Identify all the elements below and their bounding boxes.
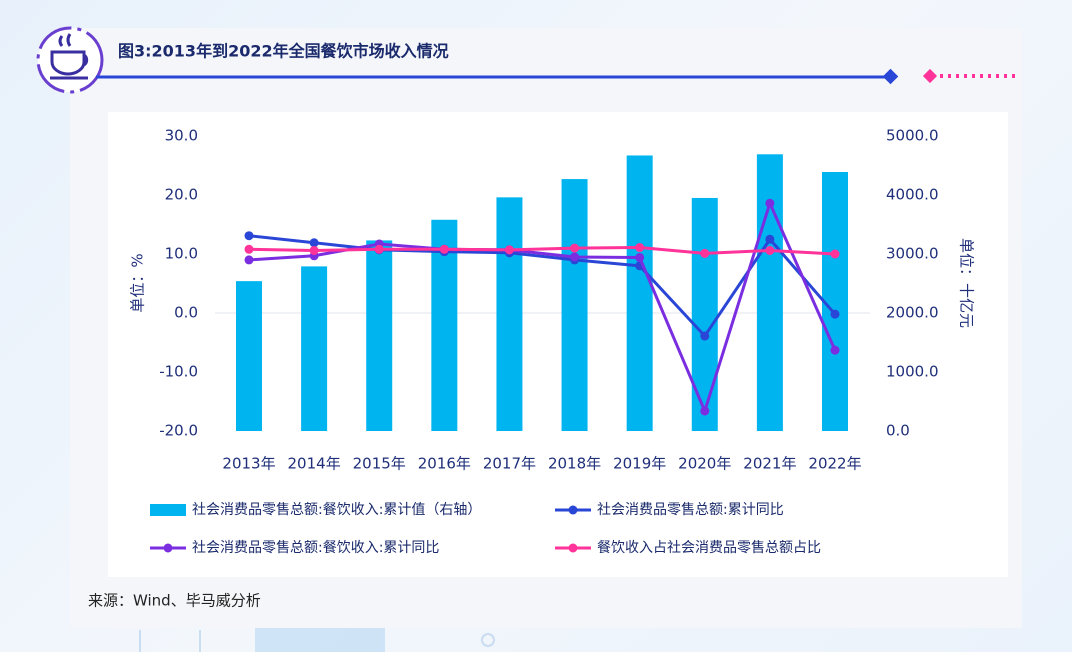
y2-tick-label: 1000.0 bbox=[886, 363, 939, 381]
y-tick-label: 0.0 bbox=[174, 304, 198, 322]
legend-swatch bbox=[150, 504, 186, 516]
bar bbox=[561, 179, 588, 431]
x-tick-label: 2017年 bbox=[483, 455, 536, 473]
point bbox=[700, 331, 710, 341]
footer-decor bbox=[139, 628, 495, 652]
y-tick-label: 10.0 bbox=[165, 245, 198, 263]
point bbox=[244, 244, 254, 254]
point bbox=[570, 252, 580, 262]
source-note: 来源：Wind、毕马威分析 bbox=[88, 592, 261, 610]
legend-label: 社会消费品零售总额:餐饮收入:累计值（右轴） bbox=[192, 502, 481, 518]
x-tick-label: 2022年 bbox=[808, 455, 861, 473]
y2-tick-label: 2000.0 bbox=[886, 304, 939, 322]
x-tick-label: 2015年 bbox=[353, 455, 406, 473]
y-tick-label: -20.0 bbox=[159, 422, 198, 440]
chart-title: 图3:2013年到2022年全国餐饮市场收入情况 bbox=[118, 42, 449, 61]
legend-label: 餐饮收入占社会消费品零售总额占比 bbox=[597, 540, 821, 556]
point bbox=[374, 244, 384, 254]
x-tick-label: 2018年 bbox=[548, 455, 601, 473]
y-tick-label: 30.0 bbox=[165, 127, 198, 145]
point bbox=[309, 238, 319, 248]
bar bbox=[691, 197, 718, 431]
x-tick-label: 2014年 bbox=[288, 455, 341, 473]
legend-label: 社会消费品零售总额:餐饮收入:累计同比 bbox=[192, 540, 439, 556]
point bbox=[244, 231, 254, 241]
point bbox=[765, 245, 775, 255]
rule-diamond-pink bbox=[922, 68, 938, 84]
x-tick-label: 2021年 bbox=[743, 455, 796, 473]
y2-tick-label: 5000.0 bbox=[886, 127, 939, 145]
bar bbox=[366, 240, 393, 431]
legend-swatch-dot bbox=[163, 543, 173, 553]
y2-tick-label: 0.0 bbox=[886, 422, 910, 440]
point bbox=[830, 249, 840, 259]
bar bbox=[756, 154, 783, 432]
bar bbox=[236, 281, 262, 431]
y2-tick-label: 4000.0 bbox=[886, 186, 939, 204]
y-axis-label: 单位：% bbox=[129, 253, 147, 312]
bar bbox=[822, 171, 848, 432]
bar bbox=[626, 155, 653, 431]
point bbox=[765, 234, 775, 244]
x-tick-label: 2016年 bbox=[418, 455, 471, 473]
point bbox=[765, 198, 775, 208]
x-tick-label: 2019年 bbox=[613, 455, 666, 473]
point bbox=[700, 248, 710, 258]
legend-swatch-dot bbox=[568, 543, 578, 553]
line bbox=[248, 246, 836, 256]
point bbox=[700, 406, 710, 416]
legend-swatch-dot bbox=[568, 505, 578, 515]
point bbox=[830, 309, 840, 319]
line bbox=[248, 234, 837, 339]
point bbox=[504, 245, 514, 255]
point bbox=[635, 243, 645, 253]
point bbox=[244, 255, 254, 265]
legend-label: 社会消费品零售总额:累计同比 bbox=[597, 502, 784, 518]
y2-axis-label: 单位：十亿元 bbox=[958, 238, 976, 328]
point bbox=[635, 253, 645, 263]
bar bbox=[496, 197, 523, 431]
coffee-icon bbox=[50, 33, 89, 80]
x-tick-label: 2020年 bbox=[678, 455, 731, 473]
y-tick-label: -10.0 bbox=[159, 363, 198, 381]
x-tick-label: 2013年 bbox=[222, 455, 275, 473]
bar bbox=[301, 266, 328, 431]
point bbox=[439, 244, 449, 254]
point bbox=[309, 245, 319, 255]
point bbox=[570, 243, 580, 253]
icon-ring bbox=[36, 26, 104, 94]
y-tick-label: 20.0 bbox=[165, 186, 198, 204]
y2-tick-label: 3000.0 bbox=[886, 245, 939, 263]
point bbox=[830, 345, 840, 355]
